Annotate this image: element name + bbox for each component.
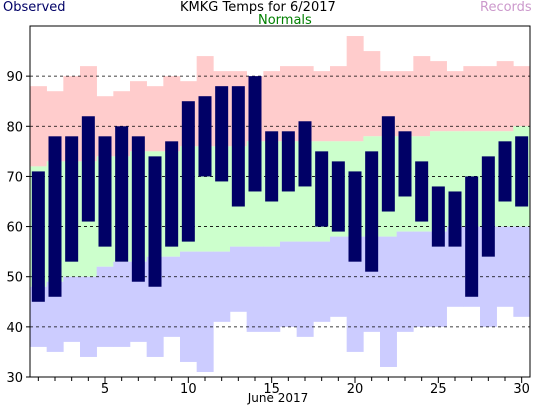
observed-bar-day-27 (465, 176, 479, 297)
observed-bar-day-24 (415, 161, 429, 222)
plot-frame (29, 25, 531, 378)
record-high-band-day-30 (513, 66, 531, 127)
record-high-band-day-7 (130, 81, 147, 152)
record-high-band-day-15 (263, 71, 281, 142)
observed-bar-day-8 (148, 156, 162, 287)
y-tick-label-30: 30 (6, 371, 23, 386)
observed-bar-day-29 (498, 141, 512, 202)
record-high-band-day-28 (480, 66, 497, 132)
observed-bar-day-10 (181, 101, 195, 242)
record-low-band-day-5 (96, 266, 114, 347)
axes-layer: 30 40 50 60 70 80 90 5 10 15 20 25 30 (6, 70, 529, 397)
record-low-band-day-20 (346, 236, 364, 352)
observed-bar-day-28 (481, 156, 495, 257)
record-low-band-day-23 (396, 231, 414, 332)
record-low-band-day-17 (296, 241, 314, 337)
record-low-band-day-13 (230, 246, 247, 312)
x-tick-label-25: 25 (430, 382, 447, 397)
observed-bar-day-25 (431, 186, 445, 247)
record-low-band-day-11 (196, 251, 214, 372)
record-high-band-day-8 (146, 86, 164, 152)
record-low-band-day-25 (430, 231, 447, 327)
observed-bar-day-19 (331, 161, 345, 232)
observed-bar-day-12 (215, 86, 229, 182)
grid-layer (30, 75, 530, 328)
observed-bar-day-22 (381, 116, 395, 212)
x-tick-label-15: 15 (263, 382, 280, 397)
record-low-band-day-10 (180, 251, 197, 362)
x-axis-label: June 2017 (247, 391, 309, 405)
y-tick-label-80: 80 (6, 120, 23, 135)
record-high-band-day-25 (430, 61, 447, 132)
record-low-band-day-22 (380, 236, 397, 367)
legend-normals: Normals (258, 13, 312, 28)
x-tick-label-20: 20 (347, 382, 364, 397)
observed-bar-day-26 (448, 191, 462, 247)
record-high-band-day-18 (313, 71, 331, 142)
observed-bar-day-15 (265, 131, 279, 202)
record-high-band-day-29 (496, 61, 514, 132)
observed-bar-day-18 (315, 151, 329, 227)
y-tick-label-60: 60 (6, 221, 23, 236)
record-high-band-day-9 (163, 76, 181, 152)
record-high-band-day-20 (346, 36, 364, 142)
legend-observed: Observed (3, 0, 66, 15)
y-tick-label-50: 50 (6, 271, 23, 286)
record-high-band-day-16 (280, 66, 297, 142)
record-low-band-day-29 (496, 226, 514, 307)
record-low-band-day-12 (213, 251, 231, 322)
observed-bar-day-14 (248, 76, 262, 192)
record-low-band-day-2 (46, 281, 64, 352)
observed-bar-day-20 (348, 171, 362, 262)
record-high-band-day-24 (413, 56, 431, 137)
legend-records: Records (480, 0, 532, 15)
record-low-band-day-6 (113, 261, 131, 347)
record-high-band-day-19 (330, 66, 347, 142)
observed-bar-day-17 (298, 121, 312, 187)
y-tick-label-70: 70 (6, 170, 23, 185)
observed-bar-day-16 (281, 131, 295, 192)
observed-bar-day-1 (31, 171, 45, 302)
observed-bar-day-23 (398, 131, 412, 197)
observed-bar-day-4 (81, 116, 95, 222)
record-low-band-day-3 (63, 276, 81, 342)
record-high-band-day-23 (396, 71, 414, 137)
x-tick-label-10: 10 (180, 382, 197, 397)
record-low-band-day-16 (280, 241, 297, 327)
observed-bar-day-21 (365, 151, 379, 272)
record-high-band-day-21 (363, 51, 381, 137)
record-high-band-day-26 (446, 71, 464, 132)
y-tick-label-40: 40 (6, 321, 23, 336)
record-low-band-day-30 (513, 226, 531, 317)
observed-bar-day-9 (165, 141, 179, 247)
observed-bars-layer (31, 76, 529, 302)
observed-bar-day-30 (515, 136, 529, 207)
observed-bar-day-6 (115, 126, 129, 262)
y-tick-label-90: 90 (6, 70, 23, 85)
record-low-band-day-9 (163, 256, 181, 337)
observed-bar-day-5 (98, 136, 112, 247)
chart-title: KMKG Temps for 6/2017 (180, 0, 336, 15)
observed-bar-day-13 (231, 86, 245, 207)
observed-bar-day-11 (198, 96, 212, 177)
x-tick-label-30: 30 (513, 382, 530, 397)
observed-bar-day-2 (48, 136, 62, 297)
record-low-band-day-18 (313, 241, 331, 322)
observed-bar-day-7 (131, 136, 145, 282)
record-low-band-day-14 (246, 246, 264, 332)
x-tick-label-5: 5 (101, 382, 109, 397)
record-low-band-day-4 (80, 276, 97, 357)
observed-bar-day-3 (65, 136, 79, 262)
record-high-band-day-27 (463, 66, 481, 132)
record-low-band-day-15 (263, 246, 281, 332)
record-low-band-day-24 (413, 231, 431, 327)
